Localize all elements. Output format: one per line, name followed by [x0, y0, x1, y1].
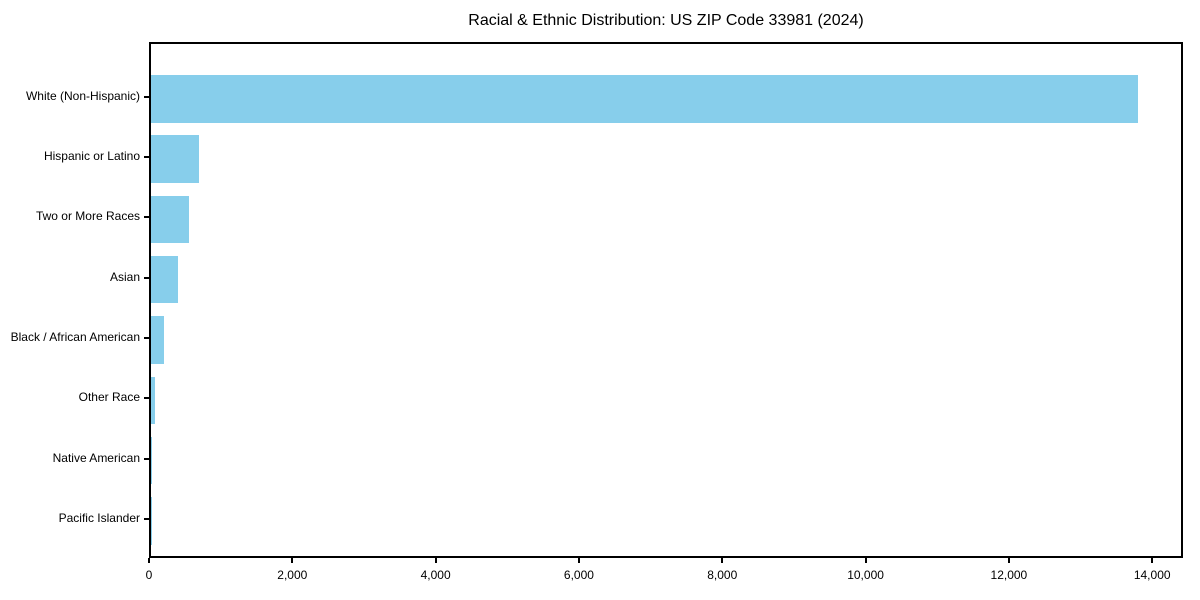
plot-area [149, 42, 1183, 558]
x-axis-tick-label: 4,000 [420, 568, 451, 582]
x-axis-tick-label: 2,000 [277, 568, 308, 582]
x-axis-tick-label: 6,000 [563, 568, 594, 582]
y-axis-tick [144, 397, 149, 400]
x-axis-tick [721, 558, 724, 563]
chart-title: Racial & Ethnic Distribution: US ZIP Cod… [468, 12, 864, 29]
bar-native-american [151, 436, 153, 485]
y-axis-label: Black / African American [10, 329, 140, 344]
bar-black-african-american [151, 316, 165, 364]
x-axis-tick-label: 10,000 [847, 568, 884, 582]
y-axis-tick [144, 517, 149, 520]
x-axis-tick-label: 12,000 [990, 568, 1028, 582]
y-axis-label: Pacific Islander [58, 510, 140, 525]
x-axis-tick [291, 558, 294, 563]
y-axis-label: Two or More Races [35, 209, 140, 224]
x-axis-tick [148, 558, 150, 563]
y-axis-tick [144, 156, 149, 159]
y-axis-tick [144, 95, 149, 98]
bar-white-non-hispanic [151, 75, 1139, 123]
x-axis-tick-label: 14,000 [1133, 568, 1171, 582]
y-axis-label: Other Race [78, 390, 140, 405]
x-axis-tick-label: 8,000 [707, 568, 738, 582]
bar-two-or-more-races [151, 195, 189, 244]
x-axis-tick [864, 558, 867, 563]
x-axis-tick-label: 0 [145, 568, 153, 582]
y-axis-label: White (Non-Hispanic) [25, 88, 140, 103]
y-axis-label: Asian [109, 269, 140, 284]
bar-other-race [151, 376, 156, 424]
x-axis-tick [434, 558, 437, 563]
y-axis-tick [144, 276, 149, 279]
bar-hispanic-or-latino [151, 135, 199, 183]
y-axis-tick [144, 457, 149, 460]
y-axis-tick [144, 216, 149, 219]
bar-asian [151, 255, 178, 304]
y-axis-label: Native American [52, 450, 140, 465]
x-axis-tick [1151, 558, 1154, 563]
x-axis-tick [577, 558, 580, 563]
y-axis-tick [144, 336, 149, 339]
y-axis-label: Hispanic or Latino [43, 149, 140, 164]
x-axis-tick [1007, 558, 1010, 563]
bar-pacific-islander [151, 497, 152, 545]
